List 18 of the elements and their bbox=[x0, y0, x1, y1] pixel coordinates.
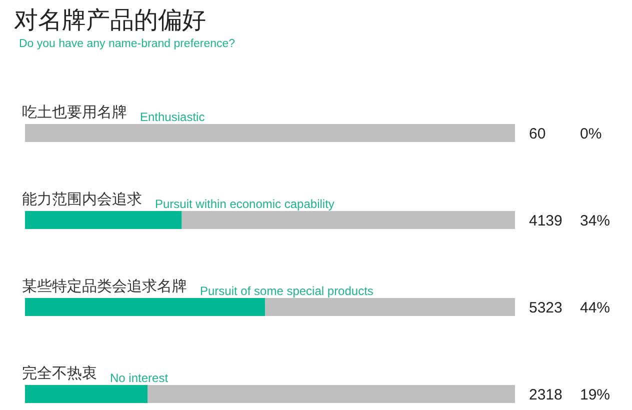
annotation: 44% bbox=[580, 300, 610, 316]
annotation: 2318 bbox=[529, 386, 562, 404]
title: 对名牌产品的偏好 bbox=[14, 7, 206, 34]
annotation: Pursuit within economic capability bbox=[155, 197, 334, 211]
annotation: Pursuit of some special products bbox=[200, 284, 374, 298]
category: 能力范围内会追求 bbox=[22, 191, 142, 208]
category: 完全不热衷 bbox=[22, 365, 97, 382]
annotation: 5323 bbox=[529, 300, 562, 316]
annotation: 0% bbox=[580, 126, 602, 142]
annotation: No interest bbox=[110, 371, 168, 385]
annotation: 4139 bbox=[529, 212, 562, 230]
category: 某些特定品类会追求名牌 bbox=[22, 278, 187, 295]
annotation: Enthusiastic bbox=[140, 110, 205, 124]
subtitle: Do you have any name-brand preference? bbox=[19, 38, 236, 50]
annotation: 60 bbox=[529, 126, 546, 142]
annotation: 19% bbox=[580, 386, 610, 404]
category: 吃土也要用名牌 bbox=[22, 104, 127, 121]
annotation: 34% bbox=[580, 212, 610, 230]
